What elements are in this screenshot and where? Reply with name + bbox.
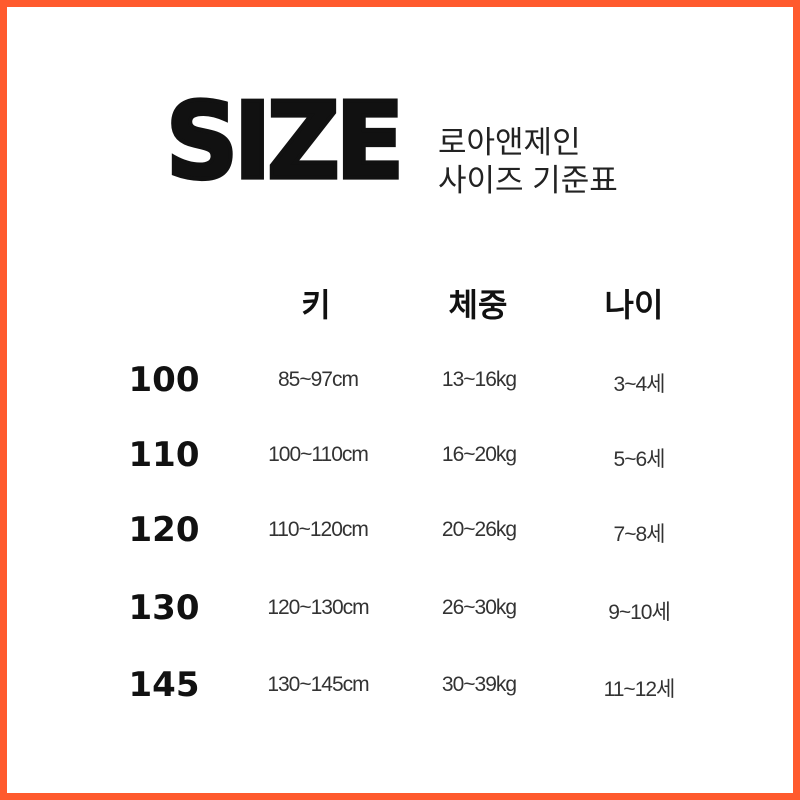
row-size: 100 [128,360,200,400]
row-weight: 20~26kg [441,518,517,541]
row-size: 130 [128,588,200,628]
row-age: 9~10세 [608,601,671,624]
row-height: 110~120cm [268,518,369,541]
row-weight: 16~20kg [441,443,517,466]
header-weight: 체중 [448,287,508,323]
row-height: 85~97cm [278,368,359,391]
title-subtitle: 로아앤제인 사이즈 기준표 [438,124,618,200]
header-age: 나이 [604,287,664,323]
row-size: 110 [128,435,200,475]
size-logo: SIZE [164,80,406,203]
row-height: 130~145cm [267,673,369,696]
row-weight: 13~16kg [441,368,517,391]
row-age: 7~8세 [613,523,666,546]
row-height: 120~130cm [267,596,369,619]
row-age: 11~12세 [603,678,676,701]
row-weight: 26~30kg [441,596,517,619]
row-age: 3~4세 [613,373,666,396]
row-weight: 30~39kg [441,673,517,696]
row-height: 100~110cm [268,443,369,466]
row-size: 145 [128,665,200,705]
row-age: 5~6세 [613,448,666,471]
chart-subtitle: 사이즈 기준표 [438,163,618,198]
header-height: 키 [301,287,331,323]
row-size: 120 [128,510,200,550]
brand-name: 로아앤제인 [438,125,581,160]
